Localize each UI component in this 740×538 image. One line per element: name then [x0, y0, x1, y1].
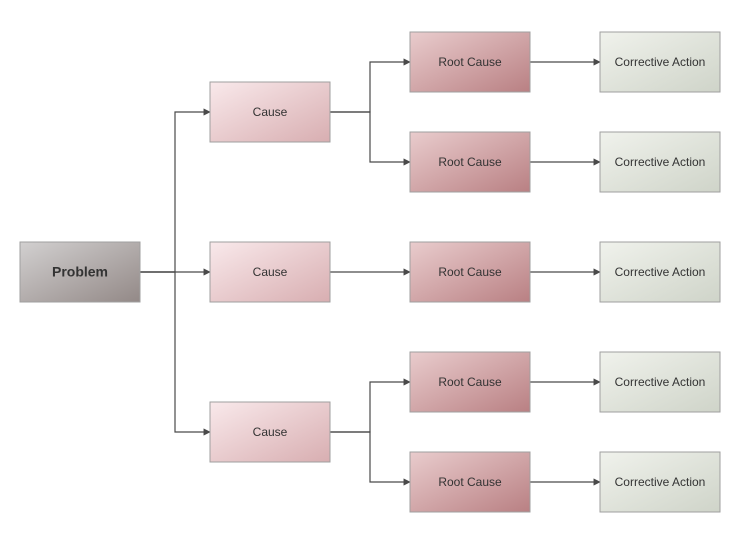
node-label-cause1: Cause: [253, 105, 288, 119]
node-act1: Corrective Action: [600, 32, 720, 92]
node-act4: Corrective Action: [600, 352, 720, 412]
node-act2: Corrective Action: [600, 132, 720, 192]
node-act3: Corrective Action: [600, 242, 720, 302]
node-label-act5: Corrective Action: [615, 475, 706, 489]
node-label-root2: Root Cause: [438, 155, 502, 169]
edge-problem-cause3: [140, 272, 210, 432]
node-root1: Root Cause: [410, 32, 530, 92]
node-label-root3: Root Cause: [438, 265, 502, 279]
node-cause1: Cause: [210, 82, 330, 142]
node-label-act2: Corrective Action: [615, 155, 706, 169]
node-root5: Root Cause: [410, 452, 530, 512]
node-label-cause2: Cause: [253, 265, 288, 279]
node-label-act3: Corrective Action: [615, 265, 706, 279]
node-label-cause3: Cause: [253, 425, 288, 439]
node-label-root4: Root Cause: [438, 375, 502, 389]
node-act5: Corrective Action: [600, 452, 720, 512]
node-problem: Problem: [20, 242, 140, 302]
node-label-root5: Root Cause: [438, 475, 502, 489]
edge-cause3-root5: [330, 432, 410, 482]
edge-cause1-root2: [330, 112, 410, 162]
node-label-root1: Root Cause: [438, 55, 502, 69]
node-cause3: Cause: [210, 402, 330, 462]
node-root3: Root Cause: [410, 242, 530, 302]
node-cause2: Cause: [210, 242, 330, 302]
edge-problem-cause1: [140, 112, 210, 272]
edges-layer: [140, 62, 600, 482]
node-label-act1: Corrective Action: [615, 55, 706, 69]
edge-cause1-root1: [330, 62, 410, 112]
node-label-problem: Problem: [52, 264, 108, 280]
edge-cause3-root4: [330, 382, 410, 432]
root-cause-tree-diagram: Problem Cause Cause Cause Root Cause Root Cau…: [0, 0, 740, 538]
node-label-act4: Corrective Action: [615, 375, 706, 389]
node-root2: Root Cause: [410, 132, 530, 192]
node-root4: Root Cause: [410, 352, 530, 412]
